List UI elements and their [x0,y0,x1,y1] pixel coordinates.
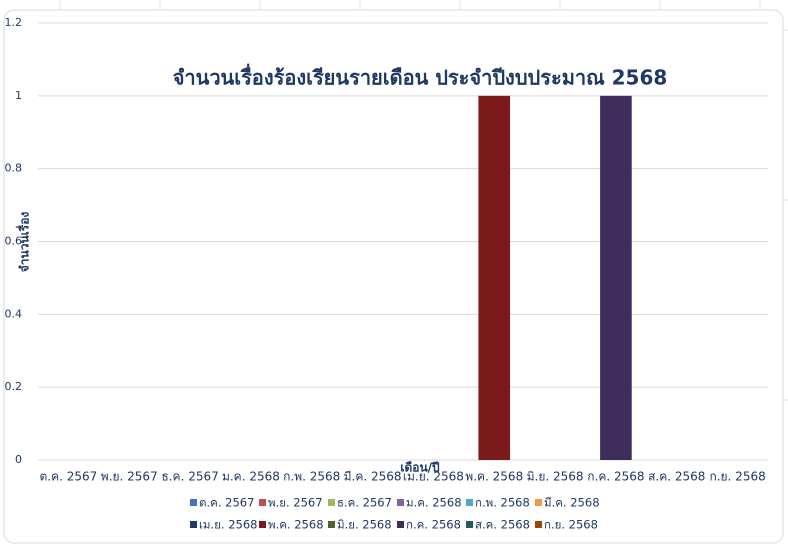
legend-label: มิ.ย. 2568 [337,518,392,532]
x-tick-label: เม.ย. 2568 [403,470,464,484]
y-tick-label: 0.4 [5,307,23,320]
x-tick-label: ม.ค. 2568 [222,470,280,484]
legend-swatch [259,499,266,506]
x-tick-label: มี.ค. 2568 [344,470,402,484]
legend-label: ต.ค. 2567 [199,496,254,510]
legend-label: ธ.ค. 2567 [337,496,392,510]
legend-label: ก.พ. 2568 [475,496,530,510]
x-tick-label: มิ.ย. 2568 [527,470,584,484]
y-tick-label: 1 [15,89,22,102]
x-tick-label: ต.ค. 2567 [40,470,98,484]
legend-label: พ.ค. 2568 [268,518,324,532]
x-tick-label: พ.ย. 2567 [101,470,158,484]
x-tick-label: พ.ค. 2568 [465,470,523,484]
legend-label: ก.ย. 2568 [544,518,598,532]
legend-label: พ.ย. 2567 [268,496,323,510]
y-tick-label: 0.8 [5,162,23,175]
legend-swatch [328,521,335,528]
legend-label: เม.ย. 2568 [199,518,257,532]
bar [478,95,511,460]
legend-swatch [190,521,197,528]
legend-swatch [328,499,335,506]
y-tick-label: 0.6 [5,235,23,248]
legend-swatch [397,521,404,528]
legend-swatch [466,521,473,528]
x-tick-label: ส.ค. 2568 [648,470,705,484]
y-tick-label: 1.2 [5,16,23,29]
y-tick-label: 0.2 [5,380,23,393]
legend-swatch [535,499,542,506]
legend-swatch [535,521,542,528]
legend-swatch [397,499,404,506]
y-axis-title: จำนวนเรื่อง [16,212,32,273]
bar [600,95,632,460]
legend-swatch [190,499,197,506]
legend-label: มี.ค. 2568 [544,496,600,510]
legend-label: ม.ค. 2568 [406,496,462,510]
sheet-cells [59,0,788,401]
legend-label: ก.ค. 2568 [406,518,461,532]
chart-title: จำนวนเรื่องร้องเรียนรายเดือน ประจำปีงบปร… [173,63,668,90]
x-tick-label: ก.ย. 2568 [709,470,765,484]
legend-label: ส.ค. 2568 [475,518,530,532]
y-tick-label: 0 [15,453,22,466]
x-tick-label: ก.ค. 2568 [587,470,644,484]
x-tick-label: ก.พ. 2568 [283,470,340,484]
x-tick-label: ธ.ค. 2567 [161,470,218,484]
legend-swatch [259,521,266,528]
legend-swatch [466,499,473,506]
chart-area [3,9,784,544]
x-axis-title: เดือน/ปี [400,461,440,475]
